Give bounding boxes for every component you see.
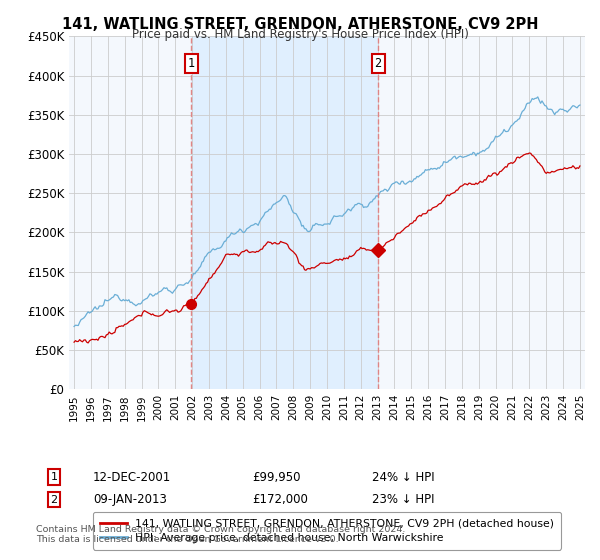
Text: Price paid vs. HM Land Registry's House Price Index (HPI): Price paid vs. HM Land Registry's House … <box>131 28 469 41</box>
Text: 24% ↓ HPI: 24% ↓ HPI <box>372 470 434 484</box>
Text: £172,000: £172,000 <box>252 493 308 506</box>
Text: 23% ↓ HPI: 23% ↓ HPI <box>372 493 434 506</box>
Text: 141, WATLING STREET, GRENDON, ATHERSTONE, CV9 2PH: 141, WATLING STREET, GRENDON, ATHERSTONE… <box>62 17 538 32</box>
Bar <box>191 36 378 389</box>
Legend: 141, WATLING STREET, GRENDON, ATHERSTONE, CV9 2PH (detached house), HPI: Average: 141, WATLING STREET, GRENDON, ATHERSTONE… <box>93 512 561 549</box>
Text: 2: 2 <box>50 494 58 505</box>
Text: 09-JAN-2013: 09-JAN-2013 <box>93 493 167 506</box>
Text: 1: 1 <box>188 57 195 71</box>
Text: 1: 1 <box>50 472 58 482</box>
Text: 12-DEC-2001: 12-DEC-2001 <box>93 470 171 484</box>
Text: 2: 2 <box>374 57 382 71</box>
Text: Contains HM Land Registry data © Crown copyright and database right 2024.
This d: Contains HM Land Registry data © Crown c… <box>36 525 406 544</box>
Text: £99,950: £99,950 <box>252 470 301 484</box>
